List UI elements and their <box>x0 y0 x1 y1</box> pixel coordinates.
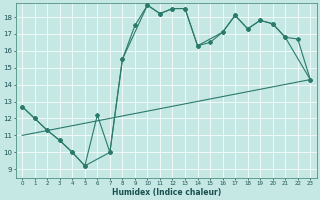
X-axis label: Humidex (Indice chaleur): Humidex (Indice chaleur) <box>112 188 221 197</box>
